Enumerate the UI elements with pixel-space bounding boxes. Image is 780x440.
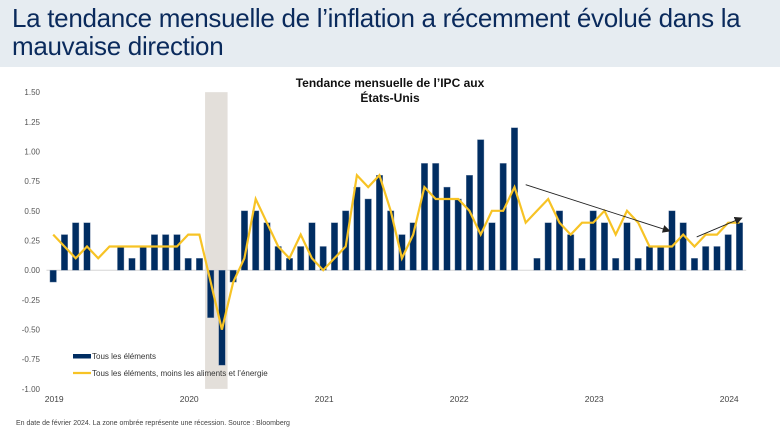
core-cpi-line <box>52 172 740 330</box>
bar <box>533 258 541 271</box>
bar <box>466 175 473 271</box>
x-tick-label: 2023 <box>585 394 604 404</box>
y-tick-label: 1.50 <box>24 88 40 97</box>
annotations <box>525 184 743 238</box>
trend-arrow <box>696 217 743 238</box>
bar <box>668 210 676 271</box>
legend-label-core: Tous les éléments, moins les aliments et… <box>92 369 268 378</box>
legend-bar-swatch <box>73 354 91 359</box>
bar <box>477 139 485 271</box>
bar <box>443 186 451 271</box>
y-tick-label: -0.75 <box>22 355 41 364</box>
bar <box>364 198 372 271</box>
bar <box>72 222 80 271</box>
bar <box>61 234 68 271</box>
bar <box>601 222 608 271</box>
bar <box>578 258 586 271</box>
bar <box>556 210 563 271</box>
bar <box>173 234 181 271</box>
chart-title-line-1: Tendance mensuelle de l’IPC aux <box>295 76 485 90</box>
x-axis: 2019 2020 2021 2022 2023 2024 <box>45 394 739 404</box>
bar <box>713 246 721 271</box>
bars-all-items <box>49 127 743 366</box>
legend: Tous les éléments Tous les éléments, moin… <box>73 352 268 378</box>
bar <box>589 210 597 271</box>
bar <box>488 222 496 271</box>
y-tick-label: 0.25 <box>24 237 40 246</box>
bar <box>128 258 136 271</box>
bar <box>724 234 732 271</box>
bar <box>353 186 361 271</box>
bar <box>49 270 57 283</box>
bar <box>331 222 338 271</box>
footnote: En date de février 2024. La zone ombrée … <box>16 420 290 427</box>
legend-label-all-items: Tous les éléments <box>92 352 156 361</box>
y-tick-label: 0.50 <box>24 207 40 216</box>
trend-arrow <box>525 184 671 233</box>
y-tick-label: -0.50 <box>22 326 41 335</box>
bar <box>117 246 125 271</box>
bar <box>657 246 665 271</box>
bar <box>184 258 192 271</box>
bar <box>544 222 552 271</box>
y-tick-label: 0.75 <box>24 177 40 186</box>
header-banner: La tendance mensuelle de l’inflation a r… <box>0 0 780 67</box>
y-tick-label: -0.25 <box>22 296 41 305</box>
bar <box>702 246 710 271</box>
bar <box>308 222 316 271</box>
bar <box>499 163 507 271</box>
line-core <box>52 172 740 330</box>
bar <box>679 222 687 271</box>
bar <box>646 246 653 271</box>
x-tick-label: 2021 <box>315 394 334 404</box>
y-axis: 1.50 1.25 1.00 0.75 0.50 0.25 0.00 -0.25 -0.50 -0… <box>22 88 41 394</box>
bar <box>252 210 260 271</box>
bar <box>421 163 428 271</box>
bar <box>454 198 462 271</box>
x-tick-label: 2022 <box>450 394 469 404</box>
bar <box>376 175 383 271</box>
bar <box>432 163 440 271</box>
y-tick-label: 0.00 <box>24 266 40 275</box>
bar <box>511 127 518 271</box>
x-tick-label: 2020 <box>180 394 199 404</box>
x-tick-label: 2019 <box>45 394 64 404</box>
bar <box>150 234 158 271</box>
bar <box>286 258 293 271</box>
bar <box>297 246 305 271</box>
x-tick-label: 2024 <box>720 394 739 404</box>
chart-title: Tendance mensuelle de l’IPC aux États-Un… <box>250 76 530 106</box>
chart-title-line-2: États-Unis <box>360 91 420 105</box>
bar <box>634 258 642 271</box>
bar <box>567 234 575 271</box>
y-tick-label: -1.00 <box>22 385 41 394</box>
bar <box>612 258 620 271</box>
bar <box>623 222 631 271</box>
y-tick-label: 1.00 <box>24 148 40 157</box>
bar <box>139 246 147 271</box>
bar <box>736 222 743 271</box>
bar <box>195 258 203 271</box>
bar <box>409 222 417 271</box>
bar <box>162 234 170 271</box>
bar <box>691 258 698 271</box>
y-tick-label: 1.25 <box>24 118 40 127</box>
page-title: La tendance mensuelle de l’inflation a r… <box>12 3 741 61</box>
